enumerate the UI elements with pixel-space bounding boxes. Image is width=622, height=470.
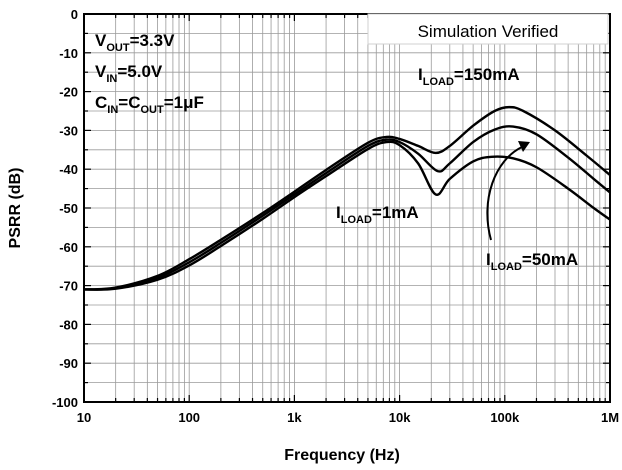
condition-cap: CIN=COUT=1μF bbox=[95, 93, 204, 116]
label-iload-150ma: ILOAD=150mA bbox=[418, 65, 520, 88]
y-tick-label: -70 bbox=[59, 279, 78, 294]
y-tick-label: -30 bbox=[59, 123, 78, 138]
y-tick-label: -10 bbox=[59, 46, 78, 61]
grid-lines bbox=[83, 14, 610, 402]
y-tick-label: -60 bbox=[59, 240, 78, 255]
tick-labels: 10 100 1k 10k 100k 1M 0 -10 -20 -30 -40 -50 -60 -70 -8… bbox=[52, 7, 619, 425]
note-text: Simulation Verified bbox=[418, 22, 559, 41]
condition-vin: VIN=5.0V bbox=[95, 62, 163, 85]
arrow-curve bbox=[486, 146, 523, 241]
x-tick-label: 1M bbox=[601, 410, 619, 425]
y-tick-label: -50 bbox=[59, 201, 78, 216]
series-line-3 bbox=[83, 140, 611, 291]
y-tick-label: 0 bbox=[71, 7, 78, 22]
y-axis-title: PSRR (dB) bbox=[7, 168, 24, 249]
x-tick-label: 10k bbox=[389, 410, 411, 425]
arrow-head bbox=[518, 141, 530, 152]
series-line-1 bbox=[83, 105, 611, 291]
y-tick-label: -90 bbox=[59, 356, 78, 371]
y-tick-label: -40 bbox=[59, 162, 78, 177]
conditions: VOUT=3.3V VIN=5.0V CIN=COUT=1μF bbox=[95, 31, 204, 116]
x-axis-title: Frequency (Hz) bbox=[284, 447, 400, 464]
y-tick-label: -20 bbox=[59, 85, 78, 100]
x-tick-label: 100 bbox=[178, 410, 200, 425]
x-tick-label: 1k bbox=[287, 410, 302, 425]
condition-vout: VOUT=3.3V bbox=[95, 31, 175, 54]
series-layer bbox=[83, 105, 611, 291]
note-box: Simulation Verified bbox=[367, 13, 609, 45]
label-iload-1ma: ILOAD=1mA bbox=[336, 203, 419, 226]
series-labels: ILOAD=150mA ILOAD=1mA ILOAD=50mA bbox=[336, 65, 578, 273]
y-tick-label: -100 bbox=[52, 395, 78, 410]
y-tick-label: -80 bbox=[59, 317, 78, 332]
x-tick-label: 10 bbox=[77, 410, 91, 425]
label-iload-50ma: ILOAD=50mA bbox=[486, 250, 578, 273]
series-line-2 bbox=[83, 125, 611, 291]
plot-frame bbox=[83, 13, 611, 403]
x-tick-label: 100k bbox=[490, 410, 520, 425]
arrow bbox=[486, 141, 530, 241]
